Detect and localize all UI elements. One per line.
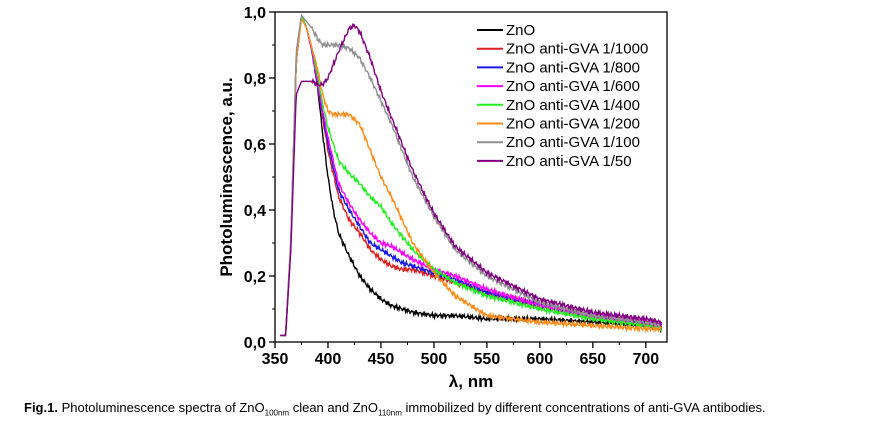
legend-label: ZnO anti-GVA 1/200	[506, 116, 640, 133]
y-tick-label: 0,0	[244, 335, 266, 352]
series-curves	[280, 13, 663, 337]
caption-subscript-2: 110nm	[377, 408, 402, 418]
legend-label: ZnO anti-GVA 1/400	[506, 97, 640, 114]
y-tick-label: 0,8	[244, 71, 266, 88]
figure-label: Fig.1.	[24, 400, 58, 415]
caption-subscript-1: 100nm	[264, 408, 290, 418]
caption-text-2: clean and ZnO	[289, 400, 378, 415]
series-line-0	[280, 13, 663, 337]
x-tick-label: 700	[632, 351, 659, 368]
legend-label: ZnO anti-GVA 1/600	[506, 78, 640, 95]
y-axis: 0,0 0,2 0,4 0,6 0,8 1,0	[244, 5, 275, 352]
series-line-4	[280, 13, 662, 337]
caption-text-1: Photoluminescence spectra of ZnO	[57, 400, 265, 415]
y-tick-label: 1,0	[244, 5, 266, 22]
x-axis: 350 400 450 500 550 600 650 700	[262, 342, 659, 368]
caption-text-3: immobilized by different concentrations …	[401, 400, 766, 415]
x-tick-label: 400	[315, 351, 342, 368]
x-axis-title: λ, nm	[449, 372, 493, 391]
x-tick-label: 600	[527, 351, 554, 368]
y-axis-title: Photoluminescence, a.u.	[217, 77, 236, 276]
x-tick-label: 650	[579, 351, 606, 368]
x-tick-label: 550	[474, 351, 501, 368]
legend-label: ZnO anti-GVA 1/50	[506, 153, 632, 170]
legend-label: ZnO	[506, 22, 535, 39]
x-tick-label: 500	[421, 351, 448, 368]
series-line-5	[280, 17, 663, 337]
legend-label: ZnO anti-GVA 1/800	[506, 59, 640, 76]
legend-label: ZnO anti-GVA 1/1000	[506, 41, 648, 58]
photoluminescence-chart: 350 400 450 500 550 600 650 700 0,0 0,2 0,4 0,6 0,8…	[217, 5, 668, 391]
series-line-7	[280, 23, 663, 337]
x-tick-label: 350	[262, 351, 289, 368]
figure-caption: Fig.1. Photoluminescence spectra of ZnO1…	[24, 400, 884, 418]
legend-label: ZnO anti-GVA 1/100	[506, 134, 640, 151]
y-tick-label: 0,6	[244, 137, 266, 154]
y-tick-label: 0,4	[244, 203, 266, 220]
x-tick-label: 450	[368, 351, 395, 368]
y-tick-label: 0,2	[244, 269, 266, 286]
